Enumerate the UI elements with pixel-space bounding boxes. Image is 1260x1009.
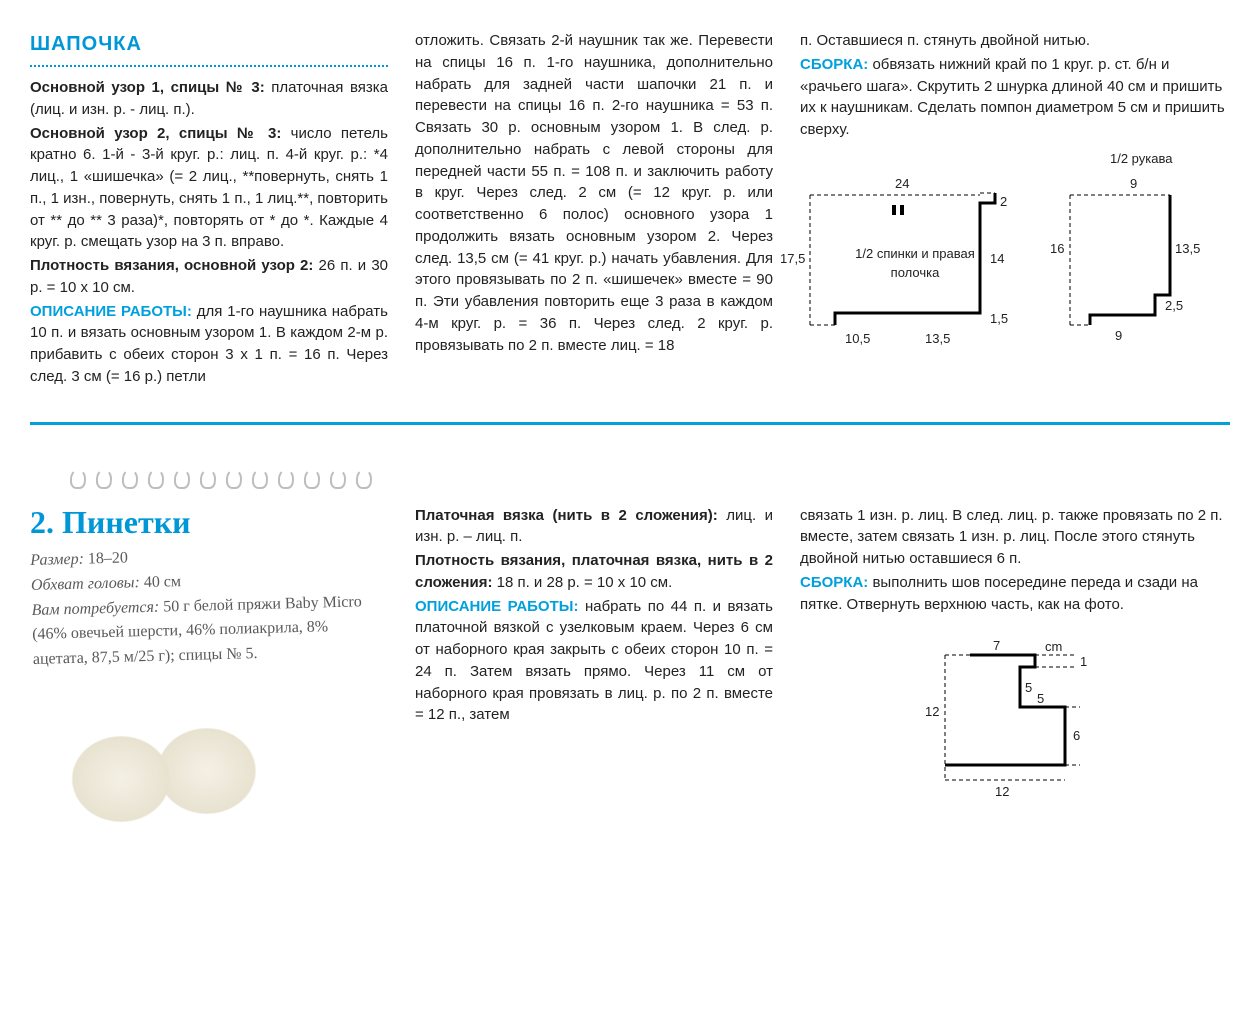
assembly-label: СБОРКА: (800, 56, 868, 73)
hat-p1: Основной узор 1, спицы № 3: платочная вя… (30, 77, 388, 121)
bd-cm: cm (1045, 638, 1062, 657)
hat-p1-bold: Основной узор 1, спицы № 3: (30, 79, 265, 96)
bd-r2: 6 (1073, 727, 1080, 746)
divider-rule (30, 422, 1230, 425)
hat-p3-bold: Плотность вязания, основной узор 2: (30, 257, 313, 274)
size-label: Размер: (30, 550, 84, 568)
b-p2-rest: 18 п. и 28 р. = 10 x 10 см. (492, 574, 672, 591)
d1-b2: 13,5 (925, 330, 950, 349)
hat-col3-p2: СБОРКА: обвязать нижний край по 1 круг. … (800, 54, 1230, 141)
booties-col-2: Платочная вязка (нить в 2 сложения): лиц… (415, 469, 795, 851)
hat-diagrams: 24 2 14 1,5 17,5 10,5 13,5 1/2 спинки и … (800, 165, 1230, 365)
bd-ml: 5 (1025, 679, 1032, 698)
section-booties: 2. Пинетки Размер: 18–20 Обхват головы: … (30, 469, 1230, 851)
b-p2: Плотность вязания, платочная вязка, нить… (415, 550, 773, 594)
bd-left: 12 (925, 703, 939, 722)
size-val: 18–20 (88, 549, 128, 567)
section-hat: ШАПОЧКА Основной узор 1, спицы № 3: плат… (30, 30, 1230, 390)
body-label: 1/2 спинки и правая полочка (855, 245, 975, 283)
b-p3: ОПИСАНИЕ РАБОТЫ: набрать по 44 п. и вяза… (415, 596, 773, 727)
d1-left: 17,5 (780, 250, 805, 269)
bootie-schematic-wrap: 7 cm 1 5 5 6 12 12 (800, 635, 1230, 805)
d1-r2: 14 (990, 250, 1004, 269)
body-schematic: 24 2 14 1,5 17,5 10,5 13,5 1/2 спинки и … (800, 165, 1030, 365)
hat-p3: Плотность вязания, основной узор 2: 26 п… (30, 255, 388, 299)
b-c3-p2: СБОРКА: выполнить шов посередине переда … (800, 572, 1230, 616)
d2-r2: 2,5 (1165, 297, 1183, 316)
hat-col-1: ШАПОЧКА Основной узор 1, спицы № 3: плат… (30, 30, 410, 390)
hat-p4: ОПИСАНИЕ РАБОТЫ: для 1-го наушника набра… (30, 301, 388, 388)
bd-bottom: 12 (995, 783, 1009, 802)
booties-photo (30, 691, 310, 851)
b-p1: Платочная вязка (нить в 2 сложения): лиц… (415, 505, 773, 549)
assembly-label-2: СБОРКА: (800, 574, 868, 591)
bd-mb: 5 (1037, 690, 1044, 709)
work-description-label: ОПИСАНИЕ РАБОТЫ: (30, 303, 192, 320)
handwritten-specs: Размер: 18–20 Обхват головы: 40 см Вам п… (30, 540, 373, 673)
d2-left: 16 (1050, 240, 1064, 259)
d1-b1: 10,5 (845, 330, 870, 349)
work-label-2: ОПИСАНИЕ РАБОТЫ: (415, 598, 578, 615)
head-label: Обхват головы: (31, 574, 140, 594)
d2-r1: 13,5 (1175, 240, 1200, 259)
hat-title: ШАПОЧКА (30, 30, 388, 59)
b-p1-bold: Платочная вязка (нить в 2 сложения): (415, 507, 718, 524)
booties-placeholder (30, 691, 290, 851)
bd-r1: 1 (1080, 653, 1087, 672)
hat-p2-bold: Основной узор 2, спицы № 3: (30, 125, 281, 142)
bootie-schematic: 7 cm 1 5 5 6 12 12 (915, 635, 1115, 805)
d1-r3: 1,5 (990, 310, 1008, 329)
hat-col-3: п. Оставшиеся п. стянуть двойной нитью. … (800, 30, 1230, 390)
d2-top: 9 (1130, 175, 1137, 194)
head-val: 40 см (144, 573, 182, 591)
need-label: Вам потребуется: (31, 598, 159, 618)
hat-col3-p1: п. Оставшиеся п. стянуть двойной нитью. (800, 30, 1230, 52)
sleeve-schematic: 1/2 рукава 9 16 13,5 2,5 9 (1060, 165, 1200, 365)
sleeve-label: 1/2 рукава (1110, 150, 1172, 169)
bd-top: 7 (993, 637, 1000, 656)
b-p3-rest: набрать по 44 п. и вязать платочной вязк… (415, 598, 773, 724)
spiral-binding (70, 469, 390, 489)
d2-bottom: 9 (1115, 327, 1122, 346)
hat-col-2: отложить. Связать 2-й наушник так же. Пе… (415, 30, 795, 390)
d1-top: 24 (895, 175, 909, 194)
booties-col-3: связать 1 изн. р. лиц. В след. лиц. р. т… (800, 469, 1230, 851)
hat-col2-p1: отложить. Связать 2-й наушник так же. Пе… (415, 30, 773, 356)
d1-r1: 2 (1000, 193, 1007, 212)
hat-p2-rest: число петель кратно 6. 1-й - 3-й круг. р… (30, 125, 388, 251)
title-underline (30, 65, 388, 67)
notecard: 2. Пинетки Размер: 18–20 Обхват головы: … (30, 469, 410, 851)
b-c3-p1: связать 1 изн. р. лиц. В след. лиц. р. т… (800, 505, 1230, 570)
hat-p2: Основной узор 2, спицы № 3: число петель… (30, 123, 388, 254)
booties-title: 2. Пинетки (30, 499, 390, 545)
